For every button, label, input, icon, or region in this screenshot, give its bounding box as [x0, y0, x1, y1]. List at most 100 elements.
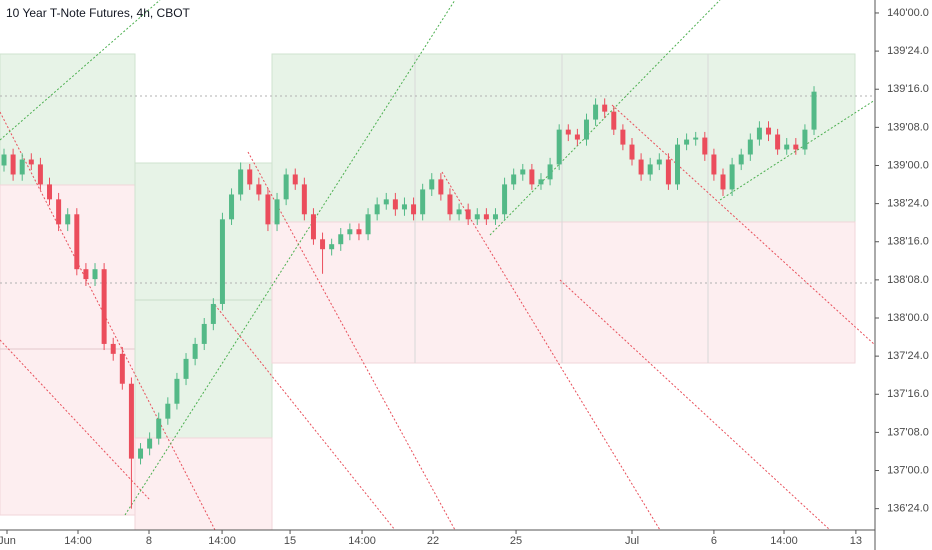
- candle-body: [310, 214, 316, 240]
- y-tick-label: 138'08.0: [887, 274, 929, 286]
- x-tick-label: 25: [510, 535, 522, 547]
- y-tick-label: 137'16.0: [887, 388, 929, 400]
- candle-body: [593, 104, 599, 120]
- candle-body: [392, 199, 398, 210]
- candle-body: [47, 184, 53, 200]
- candle-body: [483, 214, 489, 220]
- trend-line: [611, 104, 876, 346]
- candle-body: [183, 358, 189, 379]
- candle-body: [28, 159, 34, 165]
- candle-body: [647, 164, 653, 175]
- y-tick-label: 138'24.0: [887, 198, 929, 210]
- candle-body: [274, 199, 280, 225]
- candle-body: [320, 239, 326, 250]
- candle-body: [747, 139, 753, 155]
- candle-body: [492, 214, 498, 220]
- candle-body: [201, 323, 207, 344]
- candle-body: [37, 164, 43, 185]
- candle-body: [629, 144, 635, 160]
- candle-body: [502, 184, 508, 215]
- x-tick-label: Jul: [625, 535, 639, 547]
- candle-body: [292, 174, 298, 185]
- x-tick-label: 6: [711, 535, 717, 547]
- candle-body: [329, 244, 335, 250]
- candle-body: [420, 189, 426, 215]
- candle-body: [520, 169, 526, 175]
- candle-body: [165, 403, 171, 419]
- candle-body: [411, 204, 417, 215]
- candle-body: [547, 164, 553, 180]
- candle-body: [229, 194, 235, 220]
- chart-title: 10 Year T-Note Futures, 4h, CBOT: [6, 6, 191, 20]
- x-tick-label: 14:00: [208, 535, 236, 547]
- y-tick-label: 137'08.0: [887, 426, 929, 438]
- candle-body: [110, 343, 116, 354]
- candle-body: [19, 159, 25, 175]
- candle-body: [147, 438, 153, 449]
- y-tick-label: 140'00.0: [887, 7, 929, 19]
- candle-body: [438, 179, 444, 195]
- candle-body: [219, 219, 225, 304]
- candle-body: [675, 144, 681, 185]
- candle-body: [174, 378, 180, 404]
- trend-line: [0, 339, 151, 501]
- candle-body: [729, 164, 735, 190]
- y-tick-label: 138'16.0: [887, 236, 929, 248]
- candle-body: [775, 134, 781, 150]
- red-zone: [271, 221, 856, 364]
- candle-body: [1, 154, 7, 166]
- candle-body: [256, 184, 262, 195]
- candle-body: [101, 269, 107, 344]
- candle-body: [474, 214, 480, 220]
- candle-body: [738, 154, 744, 165]
- candle-body: [802, 129, 808, 150]
- candle-body: [556, 129, 562, 165]
- x-tick-label: 22: [427, 535, 439, 547]
- candle-body: [83, 269, 89, 280]
- candle-body: [511, 174, 517, 185]
- trend-line: [719, 99, 876, 201]
- candle-body: [138, 448, 144, 459]
- candle-body: [811, 91, 817, 130]
- trend-line: [0, 0, 161, 141]
- candle-body: [65, 214, 71, 225]
- candle-body: [793, 144, 799, 150]
- candle-body: [301, 184, 307, 215]
- x-tick-label: 14:00: [770, 535, 798, 547]
- x-tick-label: 15: [284, 535, 296, 547]
- trend-line: [214, 304, 396, 531]
- green-zone: [271, 53, 856, 223]
- candle-body: [347, 229, 353, 235]
- candle-body: [711, 154, 717, 175]
- candle-body: [283, 174, 289, 200]
- candle-body: [684, 139, 690, 145]
- candle-body: [401, 204, 407, 210]
- candle-body: [574, 134, 580, 140]
- y-tick-label: 137'00.0: [887, 464, 929, 476]
- candle-body: [338, 234, 344, 245]
- x-tick-label: 14:00: [348, 535, 376, 547]
- trend-line: [559, 279, 831, 531]
- candle-body: [74, 214, 80, 270]
- x-tick-label: 13: [850, 535, 862, 547]
- x-tick-label: 14:00: [64, 535, 92, 547]
- candle-body: [465, 209, 471, 220]
- candle-body: [265, 194, 271, 225]
- candle-body: [374, 204, 380, 215]
- y-tick-label: 139'16.0: [887, 83, 929, 95]
- candle-body: [238, 169, 244, 195]
- y-tick-label: 137'24.0: [887, 350, 929, 362]
- candle-body: [656, 159, 662, 165]
- candle-body: [720, 174, 726, 190]
- candle-body: [210, 303, 216, 324]
- candle-body: [429, 179, 435, 190]
- y-tick-label: 139'24.0: [887, 45, 929, 57]
- candle-body: [365, 214, 371, 235]
- x-tick-label: Jun: [0, 535, 16, 547]
- candle-body: [156, 418, 162, 439]
- candle-body: [602, 104, 608, 112]
- candle-body: [447, 194, 453, 215]
- candle-body: [356, 229, 362, 235]
- red-zone: [134, 437, 273, 531]
